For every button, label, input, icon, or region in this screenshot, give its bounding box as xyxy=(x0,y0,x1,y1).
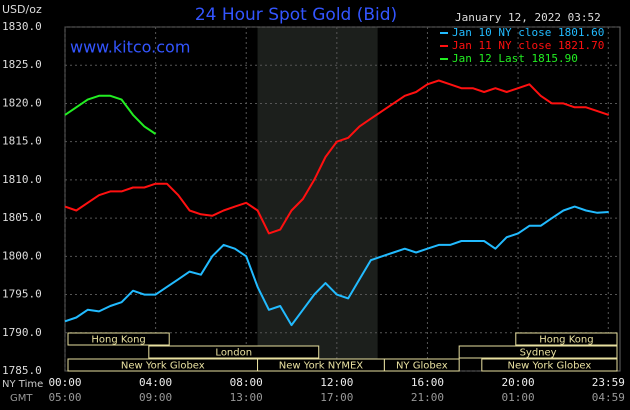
market-band xyxy=(481,358,618,372)
x-axis-label: NY Time xyxy=(2,379,43,390)
y-tick-label: 1825.0 xyxy=(2,58,42,71)
x-tick-label: 12:00 xyxy=(320,376,353,389)
unit-label: USD/oz xyxy=(2,3,42,16)
legend-label: Jan 10 NY close 1801.60 xyxy=(452,26,604,39)
y-tick-label: 1785.0 xyxy=(2,364,42,377)
x2-tick-label: 01:00 xyxy=(501,391,534,404)
market-band xyxy=(458,345,618,359)
shaded-session xyxy=(257,27,378,371)
market-label: Hong Kong xyxy=(539,335,593,346)
y-tick-label: 1790.0 xyxy=(2,326,42,339)
x2-tick-label: 21:00 xyxy=(411,391,444,404)
market-label: NY Globex xyxy=(396,361,448,372)
x2-tick-label: 17:00 xyxy=(320,391,353,404)
x2-tick-label: 09:00 xyxy=(139,391,172,404)
market-label: New York Globex xyxy=(507,361,591,372)
x-tick-label: 23:59 xyxy=(592,376,625,389)
y-tick-label: 1820.0 xyxy=(2,96,42,109)
legend-label: Jan 11 NY close 1821.70 xyxy=(452,39,604,52)
timestamp: January 12, 2022 03:52 xyxy=(455,11,601,24)
market-band xyxy=(515,332,618,346)
market-label: New York NYMEX xyxy=(279,361,364,372)
market-band xyxy=(67,332,170,346)
series-line xyxy=(64,94,157,135)
x-tick-label: 08:00 xyxy=(230,376,263,389)
x-tick-label: 04:00 xyxy=(139,376,172,389)
market-band xyxy=(383,358,460,372)
y-tick-label: 1800.0 xyxy=(2,249,42,262)
chart-title: 24 Hour Spot Gold (Bid) xyxy=(195,5,397,25)
series-line xyxy=(64,79,610,235)
y-tick-label: 1810.0 xyxy=(2,173,42,186)
legend-label: Jan 12 Last 1815.90 xyxy=(452,52,578,65)
market-band xyxy=(148,345,320,359)
x2-tick-label: 04:59 xyxy=(592,391,625,404)
x2-tick-label: 13:00 xyxy=(230,391,263,404)
x-tick-label: 00:00 xyxy=(48,376,81,389)
market-label: Sydney xyxy=(520,348,557,359)
market-label: New York Globex xyxy=(121,361,205,372)
series-line xyxy=(64,205,609,327)
x-tick-label: 16:00 xyxy=(411,376,444,389)
x2-axis-label: GMT xyxy=(10,393,33,404)
x2-tick-label: 05:00 xyxy=(48,391,81,404)
x-tick-label: 20:00 xyxy=(501,376,534,389)
y-tick-label: 1795.0 xyxy=(2,288,42,301)
market-label: Hong Kong xyxy=(91,335,145,346)
y-tick-label: 1815.0 xyxy=(2,135,42,148)
y-tick-label: 1830.0 xyxy=(2,20,42,33)
market-label: London xyxy=(215,348,252,359)
y-tick-label: 1805.0 xyxy=(2,211,42,224)
website: www.kitco.com xyxy=(70,38,190,57)
